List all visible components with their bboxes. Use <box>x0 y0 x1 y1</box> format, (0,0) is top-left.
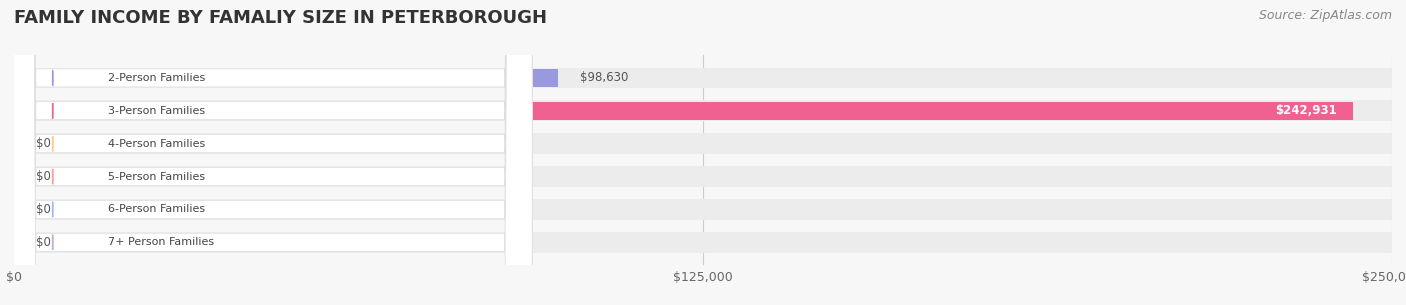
FancyBboxPatch shape <box>8 0 531 305</box>
Bar <box>14 133 1392 154</box>
Text: Source: ZipAtlas.com: Source: ZipAtlas.com <box>1258 9 1392 22</box>
FancyBboxPatch shape <box>8 0 531 305</box>
Text: 6-Person Families: 6-Person Families <box>108 204 205 214</box>
Text: $0: $0 <box>37 137 51 150</box>
FancyBboxPatch shape <box>8 0 531 305</box>
Text: $0: $0 <box>37 236 51 249</box>
FancyBboxPatch shape <box>8 0 531 305</box>
Bar <box>14 166 1392 187</box>
Text: $0: $0 <box>37 203 51 216</box>
FancyBboxPatch shape <box>8 0 531 305</box>
Bar <box>14 199 1392 220</box>
Bar <box>14 102 1353 120</box>
FancyBboxPatch shape <box>8 0 531 305</box>
Text: FAMILY INCOME BY FAMALIY SIZE IN PETERBOROUGH: FAMILY INCOME BY FAMALIY SIZE IN PETERBO… <box>14 9 547 27</box>
Text: 5-Person Families: 5-Person Families <box>108 172 205 181</box>
Bar <box>14 68 1392 88</box>
Text: 3-Person Families: 3-Person Families <box>108 106 205 116</box>
Text: $98,630: $98,630 <box>579 71 628 84</box>
Text: $0: $0 <box>37 170 51 183</box>
Bar <box>14 100 1392 121</box>
Text: $242,931: $242,931 <box>1275 104 1337 117</box>
Text: 2-Person Families: 2-Person Families <box>108 73 205 83</box>
Bar <box>14 232 1392 253</box>
Text: 7+ Person Families: 7+ Person Families <box>108 237 214 247</box>
Bar <box>14 69 558 87</box>
Text: 4-Person Families: 4-Person Families <box>108 139 205 149</box>
